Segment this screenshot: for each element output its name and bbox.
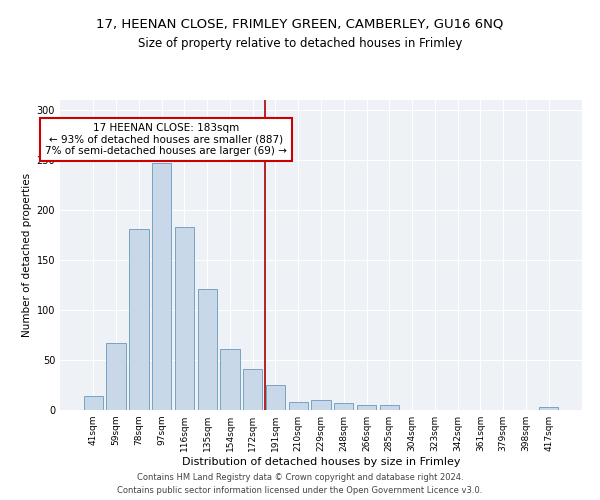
Bar	[539, 407, 558, 410]
Bar	[129, 229, 149, 410]
Text: 17 HEENAN CLOSE: 183sqm
← 93% of detached houses are smaller (887)
7% of semi-de: 17 HEENAN CLOSE: 183sqm ← 93% of detache…	[45, 123, 287, 156]
Bar	[357, 405, 376, 410]
Bar	[84, 396, 103, 410]
Bar	[175, 227, 194, 410]
Y-axis label: Number of detached properties: Number of detached properties	[22, 173, 32, 337]
Text: Contains HM Land Registry data © Crown copyright and database right 2024.: Contains HM Land Registry data © Crown c…	[137, 472, 463, 482]
X-axis label: Distribution of detached houses by size in Frimley: Distribution of detached houses by size …	[182, 457, 460, 467]
Text: Size of property relative to detached houses in Frimley: Size of property relative to detached ho…	[138, 38, 462, 51]
Bar	[334, 403, 353, 410]
Bar	[220, 349, 239, 410]
Bar	[152, 163, 172, 410]
Bar	[289, 402, 308, 410]
Text: Contains public sector information licensed under the Open Government Licence v3: Contains public sector information licen…	[118, 486, 482, 495]
Bar	[197, 289, 217, 410]
Text: 17, HEENAN CLOSE, FRIMLEY GREEN, CAMBERLEY, GU16 6NQ: 17, HEENAN CLOSE, FRIMLEY GREEN, CAMBERL…	[97, 18, 503, 30]
Bar	[380, 405, 399, 410]
Bar	[243, 369, 262, 410]
Bar	[266, 385, 285, 410]
Bar	[311, 400, 331, 410]
Bar	[106, 343, 126, 410]
